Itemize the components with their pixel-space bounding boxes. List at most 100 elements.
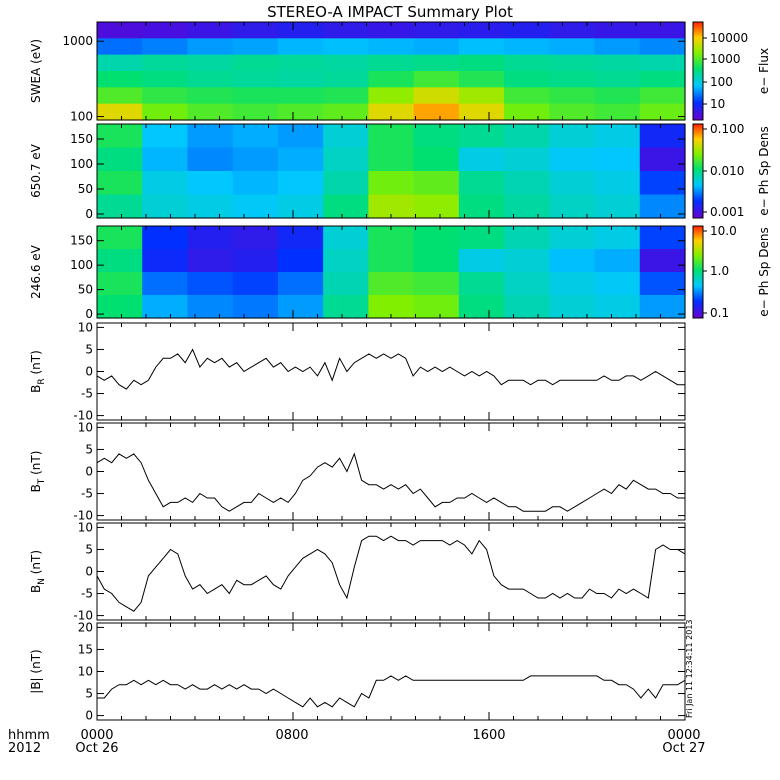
heat-cell <box>549 124 596 149</box>
heat-cell <box>594 22 641 39</box>
y-tick-label: -10 <box>73 509 93 523</box>
y-tick-label: 50 <box>78 182 93 196</box>
heat-cell <box>323 272 369 296</box>
panel-frame <box>96 622 686 721</box>
y-tick-label: 0 <box>85 365 93 379</box>
colorbar-scale <box>692 123 704 219</box>
heat-cell <box>504 272 550 296</box>
heat-cell <box>549 54 596 72</box>
y-tick-label: 150 <box>70 234 93 248</box>
colorbar-tick-label: 10 <box>710 97 725 111</box>
heat-cell <box>504 54 550 72</box>
heat-cell <box>187 103 234 121</box>
heat-cell <box>368 38 415 56</box>
heat-cell <box>97 194 143 219</box>
y-tick-label: 5 <box>85 342 93 356</box>
heat-cell <box>413 272 460 296</box>
heat-cell <box>187 22 234 39</box>
heat-cell <box>594 295 641 319</box>
heat-cell <box>187 295 234 319</box>
y-axis-label-swea: SWEA (eV) <box>29 39 43 103</box>
heat-cell <box>368 147 415 172</box>
heat-cell <box>594 54 641 72</box>
heat-cell <box>187 87 234 105</box>
colorbar-label: e− Flux <box>757 48 771 94</box>
panel-BR: 10 5 0 -5 -10 BR (nT) <box>29 320 686 423</box>
y-tick-label: 10 <box>78 520 93 534</box>
heat-cell <box>232 87 279 105</box>
colorbar-2: 10.0 1.0 0.1 e− Ph Sp Dens <box>692 224 771 320</box>
heat-cell <box>413 295 460 319</box>
heat-cell <box>277 22 324 39</box>
heat-cell <box>549 147 596 172</box>
colorbar-scale <box>692 225 704 319</box>
heat-cell <box>549 71 596 88</box>
heat-cell <box>458 272 505 296</box>
heat-cell <box>458 87 505 105</box>
heat-cell <box>504 103 550 121</box>
heat-cell <box>458 22 505 39</box>
y-tick-label: 50 <box>78 283 93 297</box>
heat-cell <box>187 147 234 172</box>
heat-cell <box>594 71 641 88</box>
colorbar-tick-label: 0.010 <box>710 164 744 178</box>
heat-cell <box>549 87 596 105</box>
panel-frame <box>96 422 686 521</box>
heat-cell <box>368 249 415 273</box>
heat-cell <box>458 147 505 172</box>
x-tick-label-3: 0000 <box>667 728 700 743</box>
heat-cell <box>277 71 324 88</box>
heat-cell <box>368 295 415 319</box>
heat-cell <box>232 171 279 196</box>
heat-cell <box>277 103 324 121</box>
y-tick-label: -5 <box>81 387 93 401</box>
heat-cell <box>458 171 505 196</box>
heat-cell <box>594 171 641 196</box>
heat-cell <box>413 249 460 273</box>
heat-cell <box>142 54 189 72</box>
panel-BT: 10 5 0 -5 -10 BT (nT) <box>29 420 686 523</box>
heat-cell <box>187 272 234 296</box>
heat-cell <box>277 171 324 196</box>
heat-cell <box>504 194 550 219</box>
heat-cell <box>549 171 596 196</box>
heat-cell <box>187 171 234 196</box>
heat-cell <box>368 171 415 196</box>
heat-cell <box>594 249 641 273</box>
heat-cell <box>458 103 505 121</box>
panel-pad246: 0 50 100 150 246.6 eV <box>29 225 686 321</box>
y-axis-label-pad246: 246.6 eV <box>29 244 43 299</box>
colorbar-label: e− Ph Sp Dens <box>757 227 771 316</box>
heat-cell <box>97 226 143 250</box>
heat-cell <box>142 71 189 88</box>
heat-cell <box>142 38 189 56</box>
heat-cell <box>368 71 415 88</box>
series-line-BR <box>96 348 685 390</box>
heat-cell <box>97 71 143 88</box>
heat-cell <box>413 226 460 250</box>
y-tick-label: -5 <box>81 587 93 601</box>
heat-cell <box>187 226 234 250</box>
heat-cell <box>277 54 324 72</box>
heat-cell <box>413 71 460 88</box>
heat-cell <box>458 249 505 273</box>
heat-cell <box>97 171 143 196</box>
colorbar-tick-label: 0.100 <box>710 122 744 136</box>
heat-cell <box>232 22 279 39</box>
heat-cell <box>323 124 369 149</box>
heat-cell <box>97 147 143 172</box>
heat-cell <box>504 87 550 105</box>
heat-cell <box>323 147 369 172</box>
y-tick-label: 1000 <box>62 34 93 48</box>
colorbar-tick-label: 1000 <box>710 52 741 66</box>
y-axis-label-pad650: 650.7 eV <box>29 143 43 198</box>
colorbar-tick-label: 1.0 <box>710 264 729 278</box>
x-date-label-end: Oct 27 <box>662 741 705 756</box>
series-line-BN <box>96 535 686 612</box>
y-tick-label: 0 <box>85 207 93 221</box>
heat-cell <box>323 249 369 273</box>
heat-cell <box>549 194 596 219</box>
heat-cell <box>504 71 550 88</box>
series-line-BT <box>96 452 685 512</box>
